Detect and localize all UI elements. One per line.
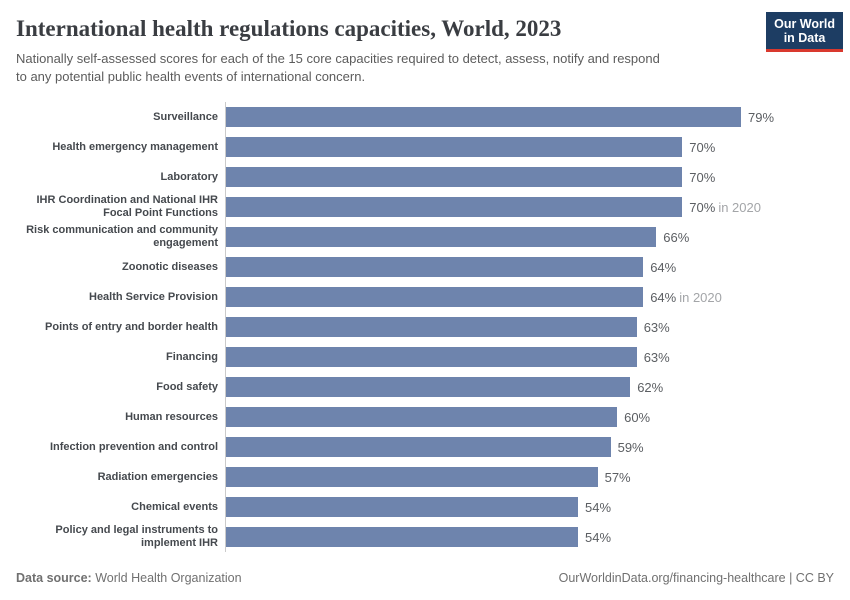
bar-area: 79% [225,102,850,132]
bar[interactable] [226,137,683,157]
value-label: 54% [585,499,612,515]
bar[interactable] [226,347,637,367]
value-label: 54% [585,529,612,545]
category-label: Financing [166,350,218,363]
chart-header: International health regulations capacit… [0,0,850,86]
value-label: 70% [689,199,716,215]
chart-subtitle: Nationally self-assessed scores for each… [16,51,660,84]
value-note: in 2020 [718,199,761,215]
bar-area: 62% [225,372,850,402]
value-label: 64% [650,289,677,305]
category-label: Health Service Provision [89,290,218,303]
bar-area: 60% [225,402,850,432]
bar-chart: Surveillance 79% Health emergency manage… [0,102,850,552]
bar-row: IHR Coordination and National IHR Focal … [16,192,850,222]
bar[interactable] [226,407,618,427]
data-source-value: World Health Organization [95,571,242,585]
data-source-label: Data source: [16,571,92,585]
bar[interactable] [226,287,644,307]
bar-area: 54% [225,492,850,522]
value-label: 60% [624,409,651,425]
value-label: 70% [689,139,716,155]
credit-link[interactable]: OurWorldinData.org/financing-healthcare … [558,571,834,585]
category-label: Infection prevention and control [49,440,218,453]
bar-area: 70% in 2020 [225,192,850,222]
bar-area: 54% [225,522,850,552]
bar[interactable] [226,227,657,247]
bar-row: Infection prevention and control 59% [16,432,850,462]
bar-area: 66% [225,222,850,252]
bar[interactable] [226,197,683,217]
bar-row: Risk communication and community engagem… [16,222,850,252]
bar-row: Food safety 62% [16,372,850,402]
category-label: Policy and legal instruments to implemen… [55,524,218,549]
category-label: IHR Coordination and National IHR Focal … [36,194,219,219]
value-label: 62% [637,379,664,395]
bar[interactable] [226,437,611,457]
category-label: Human resources [125,410,218,423]
bar[interactable] [226,317,637,337]
bar-row: Health emergency management 70% [16,132,850,162]
category-label: Food safety [156,380,218,393]
bar-area: 64% [225,252,850,282]
value-label: 79% [748,109,775,125]
category-label: Health emergency management [52,140,218,153]
owid-logo[interactable]: Our World in Data [766,12,843,52]
category-label: Surveillance [153,110,218,123]
bar-row: Health Service Provision 64% in 2020 [16,282,850,312]
bar-area: 63% [225,342,850,372]
bar-area: 64% in 2020 [225,282,850,312]
data-source: Data source: World Health Organization [16,571,242,585]
page-title: International health regulations capacit… [16,16,562,41]
value-note: in 2020 [679,289,722,305]
bar-row: Policy and legal instruments to implemen… [16,522,850,552]
bar-row: Points of entry and border health 63% [16,312,850,342]
bar-row: Financing 63% [16,342,850,372]
bar-area: 70% [225,132,850,162]
category-label: Chemical events [131,500,218,513]
value-label: 63% [643,349,670,365]
bar-row: Laboratory 70% [16,162,850,192]
bar-area: 70% [225,162,850,192]
value-label: 57% [604,469,631,485]
value-label: 64% [650,259,677,275]
bar-row: Zoonotic diseases 64% [16,252,850,282]
bar[interactable] [226,467,598,487]
bar-area: 59% [225,432,850,462]
bar[interactable] [226,257,644,277]
value-label: 59% [617,439,644,455]
bar[interactable] [226,107,741,127]
bar[interactable] [226,497,578,517]
category-label: Zoonotic diseases [122,260,218,273]
value-label: 66% [663,229,690,245]
bar[interactable] [226,167,683,187]
category-label: Radiation emergencies [97,470,218,483]
bar-row: Surveillance 79% [16,102,850,132]
value-label: 63% [643,319,670,335]
chart-footer: Data source: World Health Organization O… [16,571,834,585]
bar-area: 63% [225,312,850,342]
category-label: Risk communication and community engagem… [26,224,218,249]
value-label: 70% [689,169,716,185]
owid-logo-line1: Our World [774,17,835,31]
category-label: Points of entry and border health [45,320,218,333]
bar[interactable] [226,377,631,397]
bar-row: Radiation emergencies 57% [16,462,850,492]
owid-logo-line2: in Data [783,31,826,45]
category-label: Laboratory [160,170,218,183]
bar-row: Human resources 60% [16,402,850,432]
bar-rows-container: Surveillance 79% Health emergency manage… [16,102,850,552]
bar[interactable] [226,527,578,547]
bar-row: Chemical events 54% [16,492,850,522]
bar-area: 57% [225,462,850,492]
